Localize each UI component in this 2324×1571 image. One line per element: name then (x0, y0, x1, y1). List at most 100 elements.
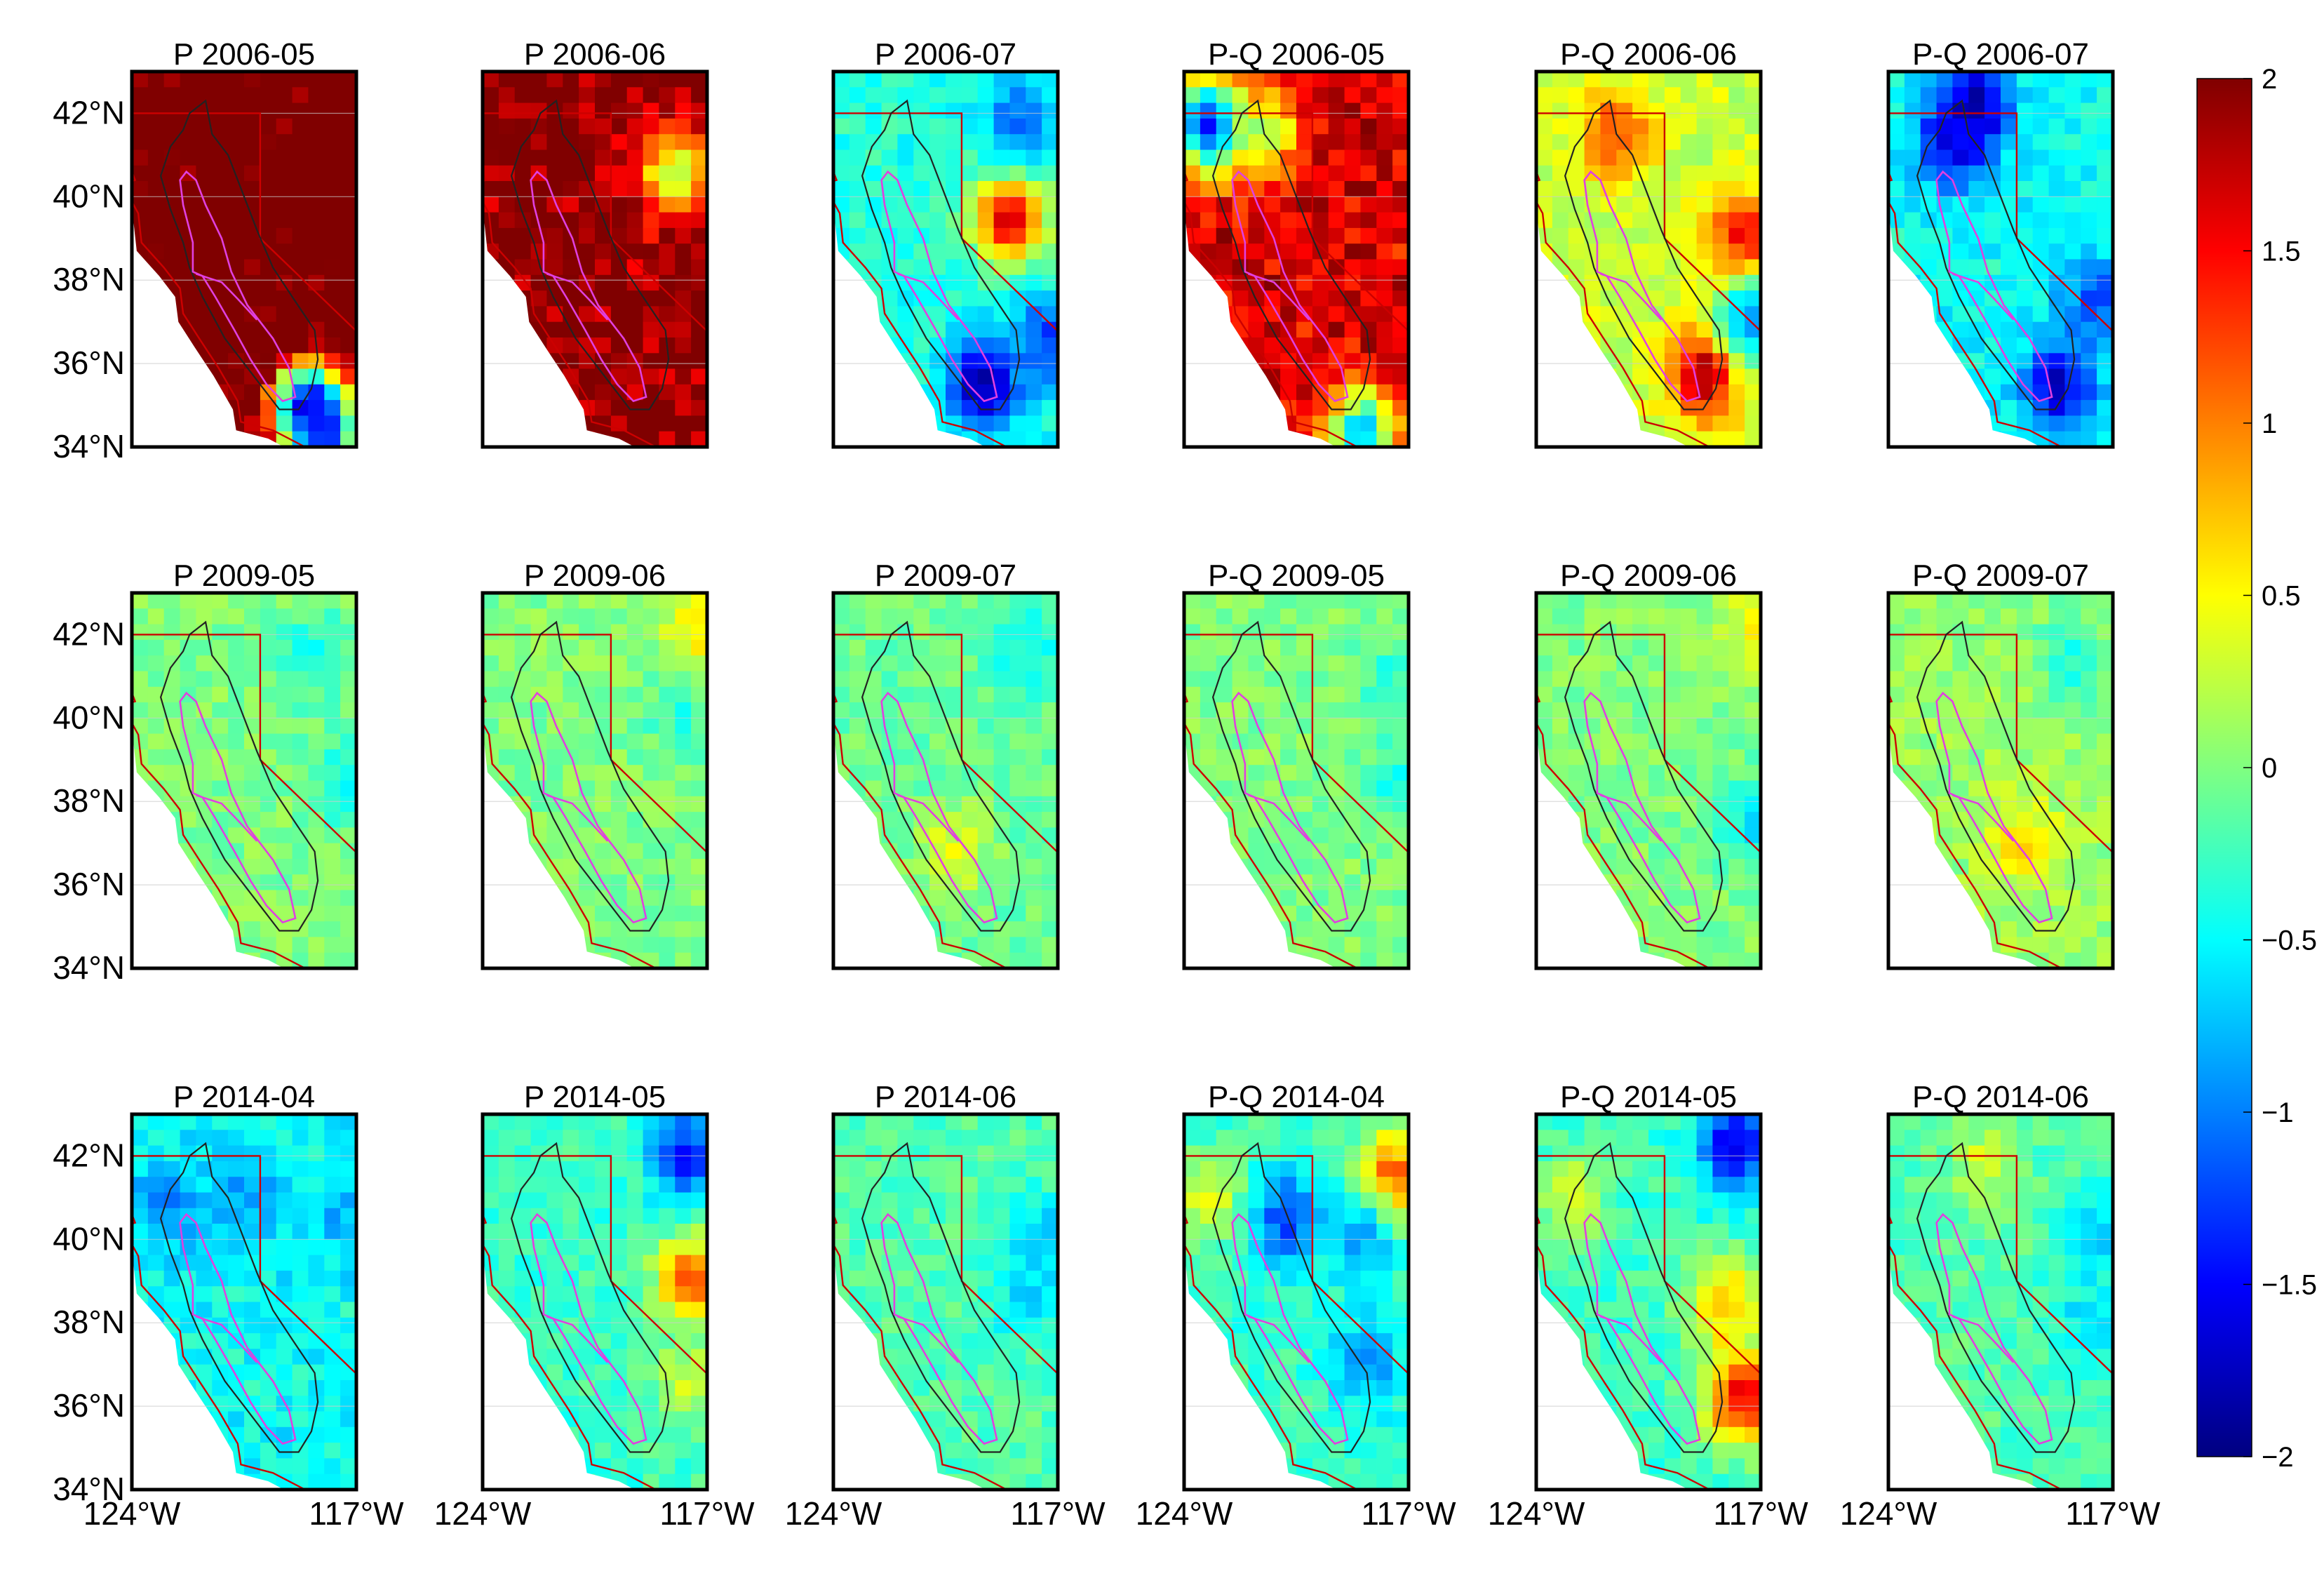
grid-cell (610, 1192, 628, 1209)
grid-cell (1264, 337, 1281, 354)
grid-cell (260, 196, 277, 213)
grid-cell (993, 384, 1011, 401)
grid-cell (2081, 937, 2097, 954)
grid-cell (147, 149, 165, 166)
grid-cell (1664, 165, 1681, 182)
grid-cell (2001, 102, 2017, 119)
grid-cell (1968, 608, 1985, 625)
grid-cell (881, 639, 899, 656)
grid-cell (1745, 243, 1761, 260)
grid-cell (1648, 733, 1665, 750)
grid-cell (833, 134, 850, 151)
grid-cell (2097, 353, 2113, 370)
grid-cell (1984, 749, 2001, 766)
grid-cell (1552, 624, 1569, 641)
grid-cell (546, 765, 563, 782)
grid-cell (675, 165, 692, 182)
grid-cell (1712, 593, 1729, 609)
grid-cell (1248, 639, 1265, 656)
grid-cell (260, 1380, 277, 1396)
lat-tick-label: 38°N (53, 782, 125, 819)
grid-cell (340, 749, 356, 766)
grid-cell (1728, 702, 1745, 718)
grid-cell (324, 196, 341, 213)
grid-cell (324, 749, 341, 766)
grid-cell (1392, 702, 1409, 718)
grid-cell (675, 733, 692, 750)
grid-cell (546, 134, 563, 151)
grid-cell (1600, 321, 1617, 338)
grid-cell (498, 749, 516, 766)
grid-cell (2001, 921, 2017, 937)
grid-cell (1680, 812, 1698, 828)
grid-cell (1360, 937, 1377, 954)
grid-cell (180, 608, 197, 625)
grid-cell (1648, 921, 1665, 937)
grid-cell (244, 1208, 261, 1224)
grid-cell (1712, 102, 1729, 119)
grid-cell (276, 1130, 293, 1147)
grid-cell (1026, 624, 1042, 641)
grid-cell (675, 905, 692, 922)
grid-cell (563, 812, 579, 828)
grid-cell (1344, 718, 1362, 735)
grid-cell (849, 671, 866, 688)
grid-cell (1968, 306, 1985, 323)
grid-cell (212, 1145, 229, 1162)
grid-cell (147, 72, 165, 88)
grid-cell (1392, 337, 1409, 354)
grid-cell (1712, 686, 1729, 703)
grid-cell (340, 812, 356, 828)
grid-cell (1280, 686, 1297, 703)
grid-cell (2016, 859, 2034, 875)
grid-cell (132, 1192, 149, 1209)
anomaly-field (483, 72, 707, 447)
grid-cell (228, 1302, 245, 1318)
grid-cell (643, 765, 660, 782)
grid-cell (691, 1302, 707, 1318)
grid-cell (675, 655, 692, 672)
grid-cell (1536, 118, 1553, 135)
grid-cell (1696, 812, 1714, 828)
grid-cell (1009, 118, 1026, 135)
grid-cell (1328, 671, 1345, 688)
grid-cell (1264, 181, 1281, 197)
grid-cell (1296, 165, 1313, 182)
grid-cell (1009, 765, 1026, 782)
grid-cell (1648, 181, 1665, 197)
grid-cell (324, 1177, 341, 1194)
grid-cell (691, 749, 707, 766)
grid-cell (2097, 196, 2113, 213)
grid-cell (2001, 243, 2017, 260)
grid-cell (1328, 134, 1345, 151)
grid-cell (530, 702, 548, 718)
grid-cell (1248, 655, 1265, 672)
grid-cell (2001, 118, 2017, 135)
grid-cell (498, 1224, 516, 1240)
grid-cell (1248, 165, 1265, 182)
grid-cell (913, 671, 930, 688)
grid-cell (1312, 337, 1329, 354)
grid-cell (610, 1302, 628, 1318)
grid-cell (1984, 227, 2001, 244)
grid-cell (212, 1224, 229, 1240)
grid-cell (626, 1333, 644, 1349)
grid-cell (579, 1270, 596, 1287)
grid-cell (961, 827, 979, 844)
grid-cell (1904, 181, 1921, 197)
grid-cell (1888, 134, 1905, 151)
grid-cell (2064, 937, 2081, 954)
grid-cell (147, 749, 165, 766)
grid-cell (659, 243, 676, 260)
grid-cell (324, 337, 341, 354)
grid-cell (546, 639, 563, 656)
grid-cell (1184, 87, 1201, 104)
grid-cell (228, 655, 245, 672)
grid-cell (881, 608, 899, 625)
grid-cell (961, 87, 979, 104)
grid-cell (1296, 149, 1313, 166)
grid-cell (244, 1255, 261, 1271)
grid-cell (292, 118, 309, 135)
grid-cell (324, 890, 341, 907)
grid-cell (1616, 859, 1633, 875)
